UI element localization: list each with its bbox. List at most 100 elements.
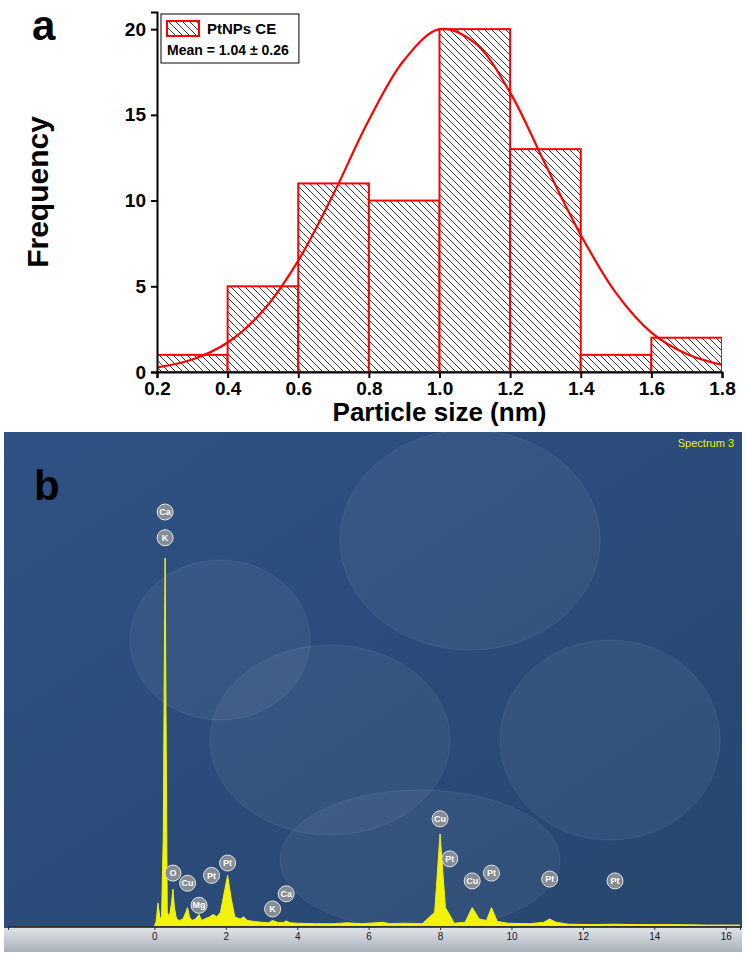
peak-label-text: K [269, 904, 276, 914]
plot-area [154, 558, 740, 926]
peak-label-badge [607, 873, 623, 889]
texture-blob [280, 790, 560, 930]
texture-blob [500, 640, 720, 840]
tick-mark [369, 926, 370, 930]
tick: 8 [438, 926, 444, 942]
tick-mark [151, 286, 157, 288]
tick: 6 [366, 926, 372, 942]
bar [157, 355, 228, 372]
tick: 1.2 [497, 372, 523, 399]
peak-label-text: Mg [193, 900, 206, 910]
tick-mark [583, 926, 584, 930]
tick: 0.4 [215, 372, 242, 399]
peak-label-badge [157, 530, 173, 546]
legend-box [161, 14, 299, 63]
axis-strip [4, 928, 742, 952]
tick-mark [511, 926, 512, 930]
tick-mark [151, 372, 157, 374]
peak-label-text: Ca [159, 507, 171, 517]
peak-label-text: Pt [611, 876, 620, 886]
tick: 0 [152, 926, 158, 942]
peak-label: K [157, 530, 173, 546]
tick-mark [227, 372, 229, 378]
legend-swatch [167, 21, 199, 36]
peak-label: Pt [220, 855, 236, 871]
tick-mark [722, 372, 724, 378]
peak-label-text: Cu [182, 878, 194, 888]
tick-label: 16 [721, 931, 733, 942]
background-texture [130, 430, 720, 930]
tick-mark [298, 372, 300, 378]
peak-label-badge [180, 875, 196, 891]
tick: 5 [135, 276, 157, 297]
peak-label-text: Cu [434, 814, 446, 824]
tick-label: 10 [125, 190, 146, 211]
x-axis-line [158, 373, 723, 379]
peak-label: Ca [278, 886, 294, 902]
peak-label-badge [157, 504, 173, 520]
peak-label: O [165, 865, 181, 881]
peak-label-badge [165, 865, 181, 881]
panel-label: a [32, 2, 56, 49]
peak-label: Pt [204, 867, 220, 883]
panel-b: 0246810121416CaKOCuMgPtPtKCaCuPtCuPtPtPt… [4, 430, 742, 952]
tick-label: 8 [438, 931, 444, 942]
peak-label-text: Cu [466, 876, 478, 886]
tick-mark [151, 200, 157, 202]
title: Spectrum 3 [678, 437, 734, 449]
peak-label-badge [191, 897, 207, 913]
tick-mark [510, 372, 512, 378]
peak-label: Cu [432, 811, 448, 827]
bar [581, 355, 652, 372]
tick: 4 [295, 926, 301, 942]
tick-label: 6 [366, 931, 372, 942]
tick-mark [151, 114, 157, 116]
peak-label-text: Pt [223, 858, 232, 868]
tick-mark [651, 372, 653, 378]
peak-label-badge [483, 865, 499, 881]
tick-mark [226, 926, 227, 930]
texture-blob [340, 430, 600, 650]
tick: 12 [578, 926, 590, 942]
tick: 0.2 [144, 372, 170, 399]
tick-mark [439, 372, 441, 378]
tick: 0.8 [356, 372, 382, 399]
peak-label-badge [278, 886, 294, 902]
peak-label: Pt [483, 865, 499, 881]
tick-mark [440, 926, 441, 930]
plot-area [157, 29, 722, 372]
x-axis-title: Particle size (nm) [333, 397, 547, 427]
peak-label-text: O [169, 868, 176, 878]
tick: 0 [135, 362, 157, 383]
peak-label-text: Pt [487, 868, 496, 878]
tick: 1.0 [427, 372, 453, 399]
peak-label: Pt [442, 851, 458, 867]
tick-label: 14 [649, 931, 661, 942]
x-axis: 0246810121416 [9, 926, 741, 942]
peak-label-badge [542, 871, 558, 887]
tick: 15 [125, 104, 157, 125]
peak-label-text: K [162, 533, 169, 543]
peak-label: Pt [607, 873, 623, 889]
legend: PtNPs CEMean = 1.04 ± 0.26 [161, 14, 299, 63]
peak-label-badge [220, 855, 236, 871]
tick-label: 20 [125, 19, 146, 40]
panel-label: b [34, 462, 60, 509]
peak-label-badge [265, 901, 281, 917]
tick-mark [297, 926, 298, 930]
tick-label: 0 [152, 931, 158, 942]
bar [228, 286, 299, 372]
peak-label-text: Pt [445, 854, 454, 864]
bar [369, 201, 440, 372]
tick-label: 0.6 [286, 378, 312, 399]
tick-label: 4 [295, 931, 301, 942]
y-axis-line [151, 13, 158, 373]
peak-label-badge [464, 873, 480, 889]
y-axis: 0 5 10 15 20 [125, 13, 158, 383]
x-axis-line [9, 927, 741, 931]
peak-label-badge [432, 811, 448, 827]
tick-label: 1.4 [568, 378, 595, 399]
tick: 10 [506, 926, 518, 942]
bar [440, 29, 511, 372]
peak-label: Cu [180, 875, 196, 891]
